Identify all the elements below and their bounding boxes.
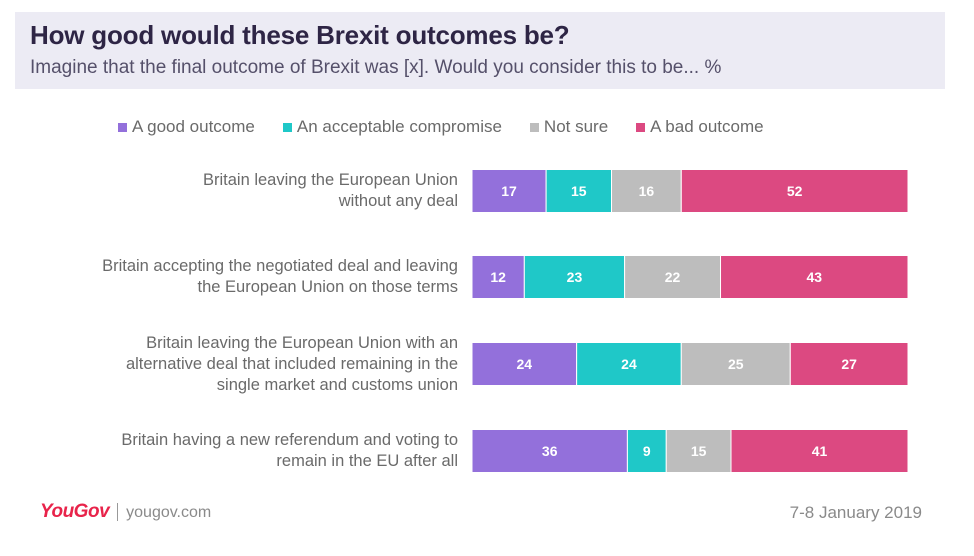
legend-label: A good outcome xyxy=(132,117,255,136)
row-label-line: Britain leaving the European Union xyxy=(202,171,458,189)
legend-swatch xyxy=(529,122,539,132)
footer-divider xyxy=(117,503,119,521)
bar-value-label: 15 xyxy=(691,443,707,459)
bar-segment xyxy=(471,169,547,213)
row-label-line: the European Union on those terms xyxy=(197,278,459,296)
row-label-line: without any deal xyxy=(338,192,458,210)
legend-swatch xyxy=(636,122,646,132)
legend-item: An acceptable compromise xyxy=(282,117,502,137)
legend-label: A bad outcome xyxy=(650,117,764,136)
chart-subtitle: Imagine that the final outcome of Brexit… xyxy=(30,57,722,78)
row-label-line: remain in the EU after all xyxy=(276,452,458,470)
bar-value-label: 41 xyxy=(812,443,828,459)
bar-segment xyxy=(471,255,525,299)
bar-segment xyxy=(523,255,626,299)
legend-item: A bad outcome xyxy=(636,117,764,137)
row-label-line: Britain having a new referendum and voti… xyxy=(121,431,458,449)
header-banner: How good would these Brexit outcomes be?… xyxy=(15,12,945,89)
bar-value-label: 24 xyxy=(517,356,533,372)
bar-value-label: 15 xyxy=(571,183,587,199)
bar-value-label: 52 xyxy=(787,183,803,199)
row-label-line: single market and customs union xyxy=(216,375,458,394)
bar-segment xyxy=(720,255,909,299)
row-label-line: Britain accepting the negotiated deal an… xyxy=(102,257,458,275)
row-label-line: Britain leaving the European Union with … xyxy=(146,333,458,352)
bar-segment xyxy=(471,429,628,473)
legend-item: Not sure xyxy=(529,117,609,137)
bar-value-label: 24 xyxy=(621,356,637,372)
bar-value-label: 17 xyxy=(501,183,517,199)
bar-segment xyxy=(611,169,682,213)
bar-value-label: 27 xyxy=(841,356,857,372)
bar-segment xyxy=(730,429,909,473)
legend-swatch xyxy=(282,122,292,132)
bar-value-label: 12 xyxy=(490,269,506,285)
bar-value-label: 23 xyxy=(567,269,583,285)
bar-value-label: 9 xyxy=(643,443,651,459)
legend-swatch xyxy=(118,122,127,132)
row-label: Britain leaving the European Union withou… xyxy=(203,170,458,212)
bar-segment xyxy=(680,169,909,213)
footer-brand: YouGov yougov.com xyxy=(40,501,211,523)
bar-segment xyxy=(680,342,791,386)
footer-site: yougov.com xyxy=(126,504,212,521)
bar-segment xyxy=(626,429,667,473)
bar-segment xyxy=(545,169,613,213)
bar-segment xyxy=(789,342,909,386)
bar-segment xyxy=(576,342,682,386)
bar-value-label: 36 xyxy=(542,443,558,459)
yougov-logo: YouGov xyxy=(40,501,110,522)
row-label-line: alternative deal that included remaining… xyxy=(125,354,458,373)
chart-legend: A good outcome An acceptable compromise No… xyxy=(118,117,792,137)
legend-item: A good outcome xyxy=(118,117,255,137)
bar-segment xyxy=(471,342,578,386)
legend-label: Not sure xyxy=(543,117,609,136)
bar-value-label: 25 xyxy=(728,356,744,372)
row-label: Britain having a new referendum and voti… xyxy=(121,430,458,472)
bar-value-label: 22 xyxy=(665,269,681,285)
row-label: Britain accepting the negotiated deal an… xyxy=(102,256,458,298)
bar-value-label: 16 xyxy=(639,183,655,199)
row-label: Britain leaving the European Union with … xyxy=(126,333,458,396)
legend-label: An acceptable compromise xyxy=(296,117,502,136)
chart-title: How good would these Brexit outcomes be? xyxy=(30,20,570,50)
footer-date: 7-8 January 2019 xyxy=(789,503,922,522)
bar-value-label: 43 xyxy=(806,269,822,285)
